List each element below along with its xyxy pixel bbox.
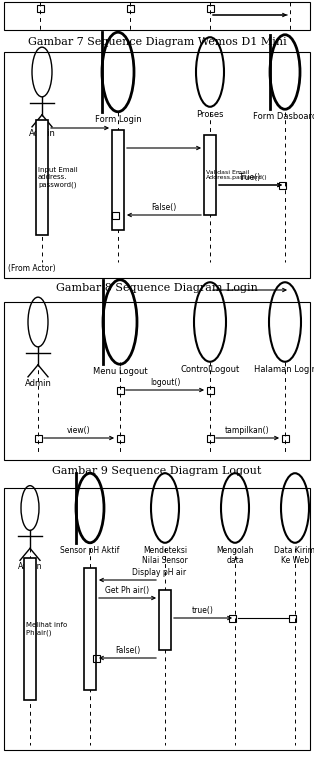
Text: Mendeteksi
Nilai Sensor: Mendeteksi Nilai Sensor — [142, 546, 188, 566]
Text: Halaman Login: Halaman Login — [253, 365, 314, 374]
Text: Melihat info
Ph air(): Melihat info Ph air() — [26, 622, 67, 636]
Bar — [4, 488, 310, 750]
Text: true(): true() — [192, 606, 214, 615]
Bar — [207, 387, 214, 393]
Bar — [204, 135, 216, 215]
Text: Data Kirim
Ke Web: Data Kirim Ke Web — [274, 546, 314, 566]
Text: Display pH air: Display pH air — [133, 568, 187, 577]
Bar — [207, 5, 214, 12]
Bar — [281, 434, 289, 441]
Text: view(): view() — [67, 426, 91, 435]
Bar — [35, 434, 41, 441]
Text: False(): False() — [115, 646, 140, 655]
Bar — [4, 2, 310, 30]
Text: logout(): logout() — [150, 378, 180, 387]
Bar — [4, 52, 310, 278]
Text: Gambar 9 Sequence Diagram Logout: Gambar 9 Sequence Diagram Logout — [52, 466, 262, 476]
Bar — [127, 5, 133, 12]
Text: Menu Logout: Menu Logout — [93, 367, 147, 376]
Text: Mengolah
data: Mengolah data — [216, 546, 254, 566]
Text: Input Email
address.
password(): Input Email address. password() — [38, 167, 78, 188]
Text: Form Login: Form Login — [95, 115, 141, 124]
Bar — [111, 211, 118, 218]
Bar — [289, 615, 295, 622]
Bar — [4, 302, 310, 460]
Bar — [207, 434, 214, 441]
Bar — [229, 615, 236, 622]
Text: Admin: Admin — [29, 129, 56, 138]
Text: Gambar 8 Sequence Diagram Login: Gambar 8 Sequence Diagram Login — [56, 283, 258, 293]
Bar — [112, 130, 124, 230]
Bar — [36, 5, 44, 12]
Text: Admin: Admin — [24, 379, 51, 388]
Bar — [159, 590, 171, 650]
Bar — [36, 120, 48, 235]
Text: (From Actor): (From Actor) — [8, 264, 56, 273]
Text: Gambar 7 Sequence Diagram Wemos D1 Mini: Gambar 7 Sequence Diagram Wemos D1 Mini — [28, 37, 286, 47]
Text: False(): False() — [151, 203, 176, 212]
Text: Proses: Proses — [196, 110, 224, 119]
Bar — [84, 568, 96, 690]
Text: Form Dasboard: Form Dasboard — [253, 112, 314, 121]
Text: Admin: Admin — [18, 562, 42, 572]
Bar — [116, 434, 123, 441]
Text: Validasi Email
Address.password(): Validasi Email Address.password() — [206, 169, 268, 180]
Bar — [93, 654, 100, 661]
Bar — [279, 182, 285, 189]
Text: Get Ph air(): Get Ph air() — [106, 586, 149, 595]
Text: Sensor pH Aktif: Sensor pH Aktif — [60, 546, 120, 555]
Text: tampilkan(): tampilkan() — [225, 426, 270, 435]
Bar — [116, 387, 123, 393]
Bar — [24, 558, 36, 700]
Text: ControlLogout: ControlLogout — [180, 365, 240, 374]
Text: True(): True() — [239, 173, 262, 182]
